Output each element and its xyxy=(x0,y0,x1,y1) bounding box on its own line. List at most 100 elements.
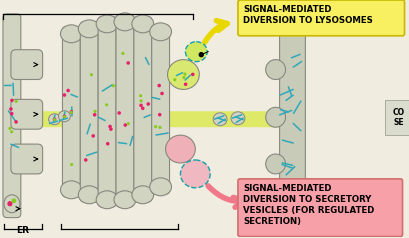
Ellipse shape xyxy=(149,178,171,196)
Circle shape xyxy=(8,127,11,130)
Circle shape xyxy=(160,92,164,95)
Circle shape xyxy=(183,83,187,86)
Circle shape xyxy=(84,158,88,162)
Circle shape xyxy=(199,53,203,57)
FancyBboxPatch shape xyxy=(116,15,133,207)
Ellipse shape xyxy=(96,191,118,209)
Ellipse shape xyxy=(58,111,70,122)
Ellipse shape xyxy=(61,25,82,43)
Circle shape xyxy=(126,61,130,65)
Ellipse shape xyxy=(165,135,195,163)
Circle shape xyxy=(9,107,13,111)
Circle shape xyxy=(70,111,73,114)
Circle shape xyxy=(70,163,73,166)
Circle shape xyxy=(105,103,108,106)
Circle shape xyxy=(93,113,96,117)
Circle shape xyxy=(121,52,124,55)
Ellipse shape xyxy=(230,112,244,125)
Circle shape xyxy=(173,78,176,81)
Circle shape xyxy=(139,94,142,97)
Circle shape xyxy=(193,172,196,175)
Circle shape xyxy=(189,172,193,176)
Circle shape xyxy=(141,107,144,110)
Ellipse shape xyxy=(48,114,61,125)
Circle shape xyxy=(193,48,196,52)
Circle shape xyxy=(109,127,112,131)
Circle shape xyxy=(63,115,66,118)
Circle shape xyxy=(197,48,200,51)
FancyBboxPatch shape xyxy=(3,14,21,218)
Circle shape xyxy=(154,125,157,128)
FancyBboxPatch shape xyxy=(11,99,43,129)
Circle shape xyxy=(157,84,161,87)
Ellipse shape xyxy=(132,15,153,33)
Circle shape xyxy=(63,93,66,97)
FancyBboxPatch shape xyxy=(279,18,305,218)
Circle shape xyxy=(191,175,195,178)
Circle shape xyxy=(112,84,115,87)
Ellipse shape xyxy=(114,191,135,209)
Circle shape xyxy=(182,76,185,79)
FancyBboxPatch shape xyxy=(237,179,402,237)
Text: ER: ER xyxy=(16,226,29,234)
Circle shape xyxy=(10,130,13,133)
Circle shape xyxy=(14,120,18,124)
Circle shape xyxy=(15,100,18,103)
Circle shape xyxy=(106,142,109,145)
Ellipse shape xyxy=(149,23,171,41)
Circle shape xyxy=(90,73,93,76)
Ellipse shape xyxy=(4,195,20,213)
Ellipse shape xyxy=(132,186,153,204)
Ellipse shape xyxy=(78,186,100,204)
Circle shape xyxy=(91,134,95,138)
Circle shape xyxy=(63,114,66,118)
Circle shape xyxy=(194,174,198,177)
Ellipse shape xyxy=(185,42,207,62)
Circle shape xyxy=(108,125,112,128)
Ellipse shape xyxy=(265,60,285,79)
FancyBboxPatch shape xyxy=(14,111,298,127)
Circle shape xyxy=(10,112,13,115)
FancyBboxPatch shape xyxy=(80,22,98,202)
Circle shape xyxy=(158,126,161,129)
Circle shape xyxy=(70,110,73,114)
Ellipse shape xyxy=(265,154,285,174)
Circle shape xyxy=(193,172,196,176)
Ellipse shape xyxy=(61,181,82,199)
FancyBboxPatch shape xyxy=(62,27,80,197)
FancyBboxPatch shape xyxy=(237,0,404,36)
Circle shape xyxy=(117,111,121,115)
Ellipse shape xyxy=(213,113,227,126)
Circle shape xyxy=(12,199,16,203)
Ellipse shape xyxy=(78,20,100,38)
Circle shape xyxy=(191,73,194,76)
Text: CO
SE: CO SE xyxy=(391,108,404,127)
Circle shape xyxy=(194,50,198,54)
Circle shape xyxy=(126,122,130,125)
Ellipse shape xyxy=(180,160,210,188)
Circle shape xyxy=(202,174,205,178)
Circle shape xyxy=(93,110,97,113)
FancyBboxPatch shape xyxy=(151,25,169,194)
Circle shape xyxy=(139,104,142,107)
Circle shape xyxy=(53,118,56,121)
FancyBboxPatch shape xyxy=(11,144,43,174)
Circle shape xyxy=(10,99,13,102)
Circle shape xyxy=(183,73,186,76)
Circle shape xyxy=(189,172,192,176)
Circle shape xyxy=(193,172,197,176)
Circle shape xyxy=(157,113,161,116)
FancyBboxPatch shape xyxy=(11,50,43,79)
Circle shape xyxy=(53,117,56,121)
FancyBboxPatch shape xyxy=(133,17,151,202)
Ellipse shape xyxy=(114,13,135,31)
Circle shape xyxy=(66,89,70,92)
Ellipse shape xyxy=(167,60,199,89)
Circle shape xyxy=(8,202,12,206)
Circle shape xyxy=(187,174,190,177)
Ellipse shape xyxy=(265,107,285,127)
Circle shape xyxy=(193,51,196,55)
Ellipse shape xyxy=(96,15,118,33)
Circle shape xyxy=(139,99,142,103)
FancyBboxPatch shape xyxy=(98,17,116,207)
